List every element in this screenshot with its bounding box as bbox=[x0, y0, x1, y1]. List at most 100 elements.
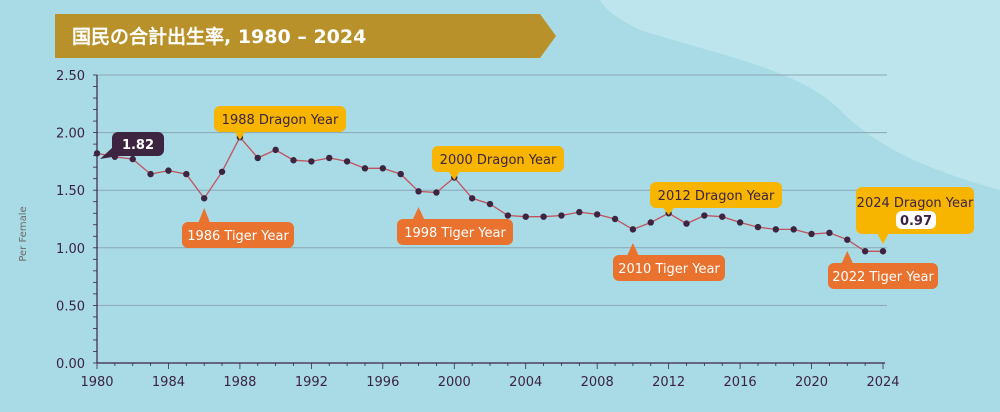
annotation-pointer bbox=[412, 207, 425, 220]
data-point-2003 bbox=[504, 212, 512, 219]
x-tick-label: 2024 bbox=[866, 375, 899, 390]
annotation-pointer bbox=[448, 171, 461, 180]
annotation-box bbox=[432, 146, 564, 172]
y-axis-label: Per Female bbox=[18, 206, 29, 261]
x-tick-label: 1984 bbox=[152, 375, 185, 390]
data-point-1990 bbox=[272, 146, 279, 154]
dragon-label-2024: 2024 Dragon Year bbox=[856, 187, 974, 244]
annotation-box bbox=[613, 255, 725, 281]
annotation-text: 0.97 bbox=[900, 214, 932, 229]
annotation-text: 1.82 bbox=[122, 138, 154, 153]
data-point-1991 bbox=[290, 157, 297, 164]
y-tick-label: 0.00 bbox=[56, 357, 85, 372]
data-point-2011 bbox=[647, 219, 654, 226]
annotation-box bbox=[112, 132, 164, 156]
x-tick-label: 2020 bbox=[795, 375, 828, 390]
title-banner: 国民の合計出生率, 1980 – 2024 bbox=[55, 14, 556, 58]
data-point-2010 bbox=[629, 226, 637, 233]
data-point-1984 bbox=[165, 167, 172, 174]
dragon-label-1988: 1988 Dragon Year bbox=[214, 106, 346, 140]
title-banner-shape bbox=[55, 14, 556, 58]
annotation-text: 2000 Dragon Year bbox=[440, 153, 557, 168]
data-point-1998 bbox=[415, 188, 422, 195]
annotation-box bbox=[896, 211, 936, 229]
x-tick-label: 2016 bbox=[724, 375, 757, 390]
data-point-2001 bbox=[468, 195, 476, 202]
data-point-2021 bbox=[826, 229, 833, 237]
data-point-1987 bbox=[218, 168, 226, 175]
data-point-1989 bbox=[254, 154, 261, 162]
background-blob bbox=[600, 0, 1000, 190]
tiger-label-1986: 1986 Tiger Year bbox=[182, 208, 294, 248]
data-point-2018 bbox=[772, 226, 780, 233]
data-point-2017 bbox=[754, 223, 762, 231]
annotation-box bbox=[650, 182, 782, 208]
x-tick-label: 2008 bbox=[581, 375, 614, 390]
value-label-2024: 0.97 bbox=[896, 211, 936, 229]
value-label-1980: 1.82 bbox=[100, 132, 164, 159]
annotation-text: 2022 Tiger Year bbox=[832, 270, 934, 285]
x-tick-label: 1996 bbox=[366, 375, 399, 390]
data-point-2009 bbox=[611, 215, 619, 223]
x-tick-label: 2000 bbox=[438, 375, 471, 390]
data-point-1980 bbox=[93, 150, 101, 157]
annotation-text: 2012 Dragon Year bbox=[658, 189, 775, 204]
data-point-1997 bbox=[397, 170, 404, 178]
chart-title: 国民の合計出生率, 1980 – 2024 bbox=[72, 25, 366, 48]
data-point-2020 bbox=[808, 230, 815, 238]
annotation-pointer bbox=[841, 251, 854, 264]
tiger-label-1998: 1998 Tiger Year bbox=[397, 207, 513, 245]
data-point-1982 bbox=[129, 155, 136, 163]
data-point-2023 bbox=[861, 248, 869, 255]
data-point-2002 bbox=[486, 200, 494, 208]
data-point-2013 bbox=[683, 220, 690, 227]
data-point-2008 bbox=[593, 211, 601, 218]
data-point-2016 bbox=[736, 219, 744, 226]
dragon-label-2000: 2000 Dragon Year bbox=[432, 146, 564, 180]
y-tick-label: 2.50 bbox=[56, 69, 85, 84]
data-point-1985 bbox=[183, 170, 190, 178]
annotation-pointer bbox=[233, 131, 246, 140]
data-point-2007 bbox=[576, 208, 583, 216]
x-tick-label: 1988 bbox=[223, 375, 256, 390]
data-point-2022 bbox=[844, 236, 851, 243]
y-tick-label: 2.00 bbox=[56, 127, 85, 142]
annotation-pointer bbox=[877, 233, 889, 244]
data-point-2015 bbox=[719, 213, 726, 220]
annotation-text: 1988 Dragon Year bbox=[222, 113, 339, 128]
data-point-2004 bbox=[522, 213, 529, 220]
data-point-1995 bbox=[361, 165, 369, 172]
data-point-2019 bbox=[790, 226, 797, 233]
data-point-2014 bbox=[701, 212, 708, 219]
annotation-text: 1986 Tiger Year bbox=[187, 229, 289, 244]
annotation-box bbox=[214, 106, 346, 132]
x-tick-label: 2012 bbox=[652, 375, 685, 390]
annotation-pointer bbox=[662, 207, 675, 215]
annotation-text: 2010 Tiger Year bbox=[618, 262, 720, 277]
y-tick-label: 1.00 bbox=[56, 242, 85, 257]
annotation-pointer bbox=[100, 148, 124, 159]
tiger-label-2022: 2022 Tiger Year bbox=[828, 251, 938, 289]
tiger-label-2010: 2010 Tiger Year bbox=[613, 243, 725, 281]
annotation-box bbox=[397, 219, 513, 245]
y-tick-label: 1.50 bbox=[56, 184, 85, 199]
annotation-pointer bbox=[626, 243, 639, 256]
dragon-label-2012: 2012 Dragon Year bbox=[650, 182, 782, 215]
data-point-2006 bbox=[558, 212, 565, 219]
x-tick-label: 1992 bbox=[295, 375, 328, 390]
data-point-1992 bbox=[308, 158, 315, 165]
data-point-1999 bbox=[433, 189, 440, 196]
annotation-text: 1998 Tiger Year bbox=[404, 226, 506, 241]
data-point-2024 bbox=[879, 248, 887, 255]
data-point-2005 bbox=[540, 213, 547, 220]
x-tick-label: 2004 bbox=[509, 375, 542, 390]
data-point-1994 bbox=[343, 158, 351, 165]
annotation-box bbox=[856, 187, 974, 234]
x-tick-label: 1980 bbox=[80, 375, 113, 390]
annotation-pointer bbox=[198, 208, 211, 223]
annotation-box bbox=[182, 222, 294, 248]
data-point-1983 bbox=[147, 170, 154, 178]
y-tick-label: 0.50 bbox=[56, 299, 85, 314]
